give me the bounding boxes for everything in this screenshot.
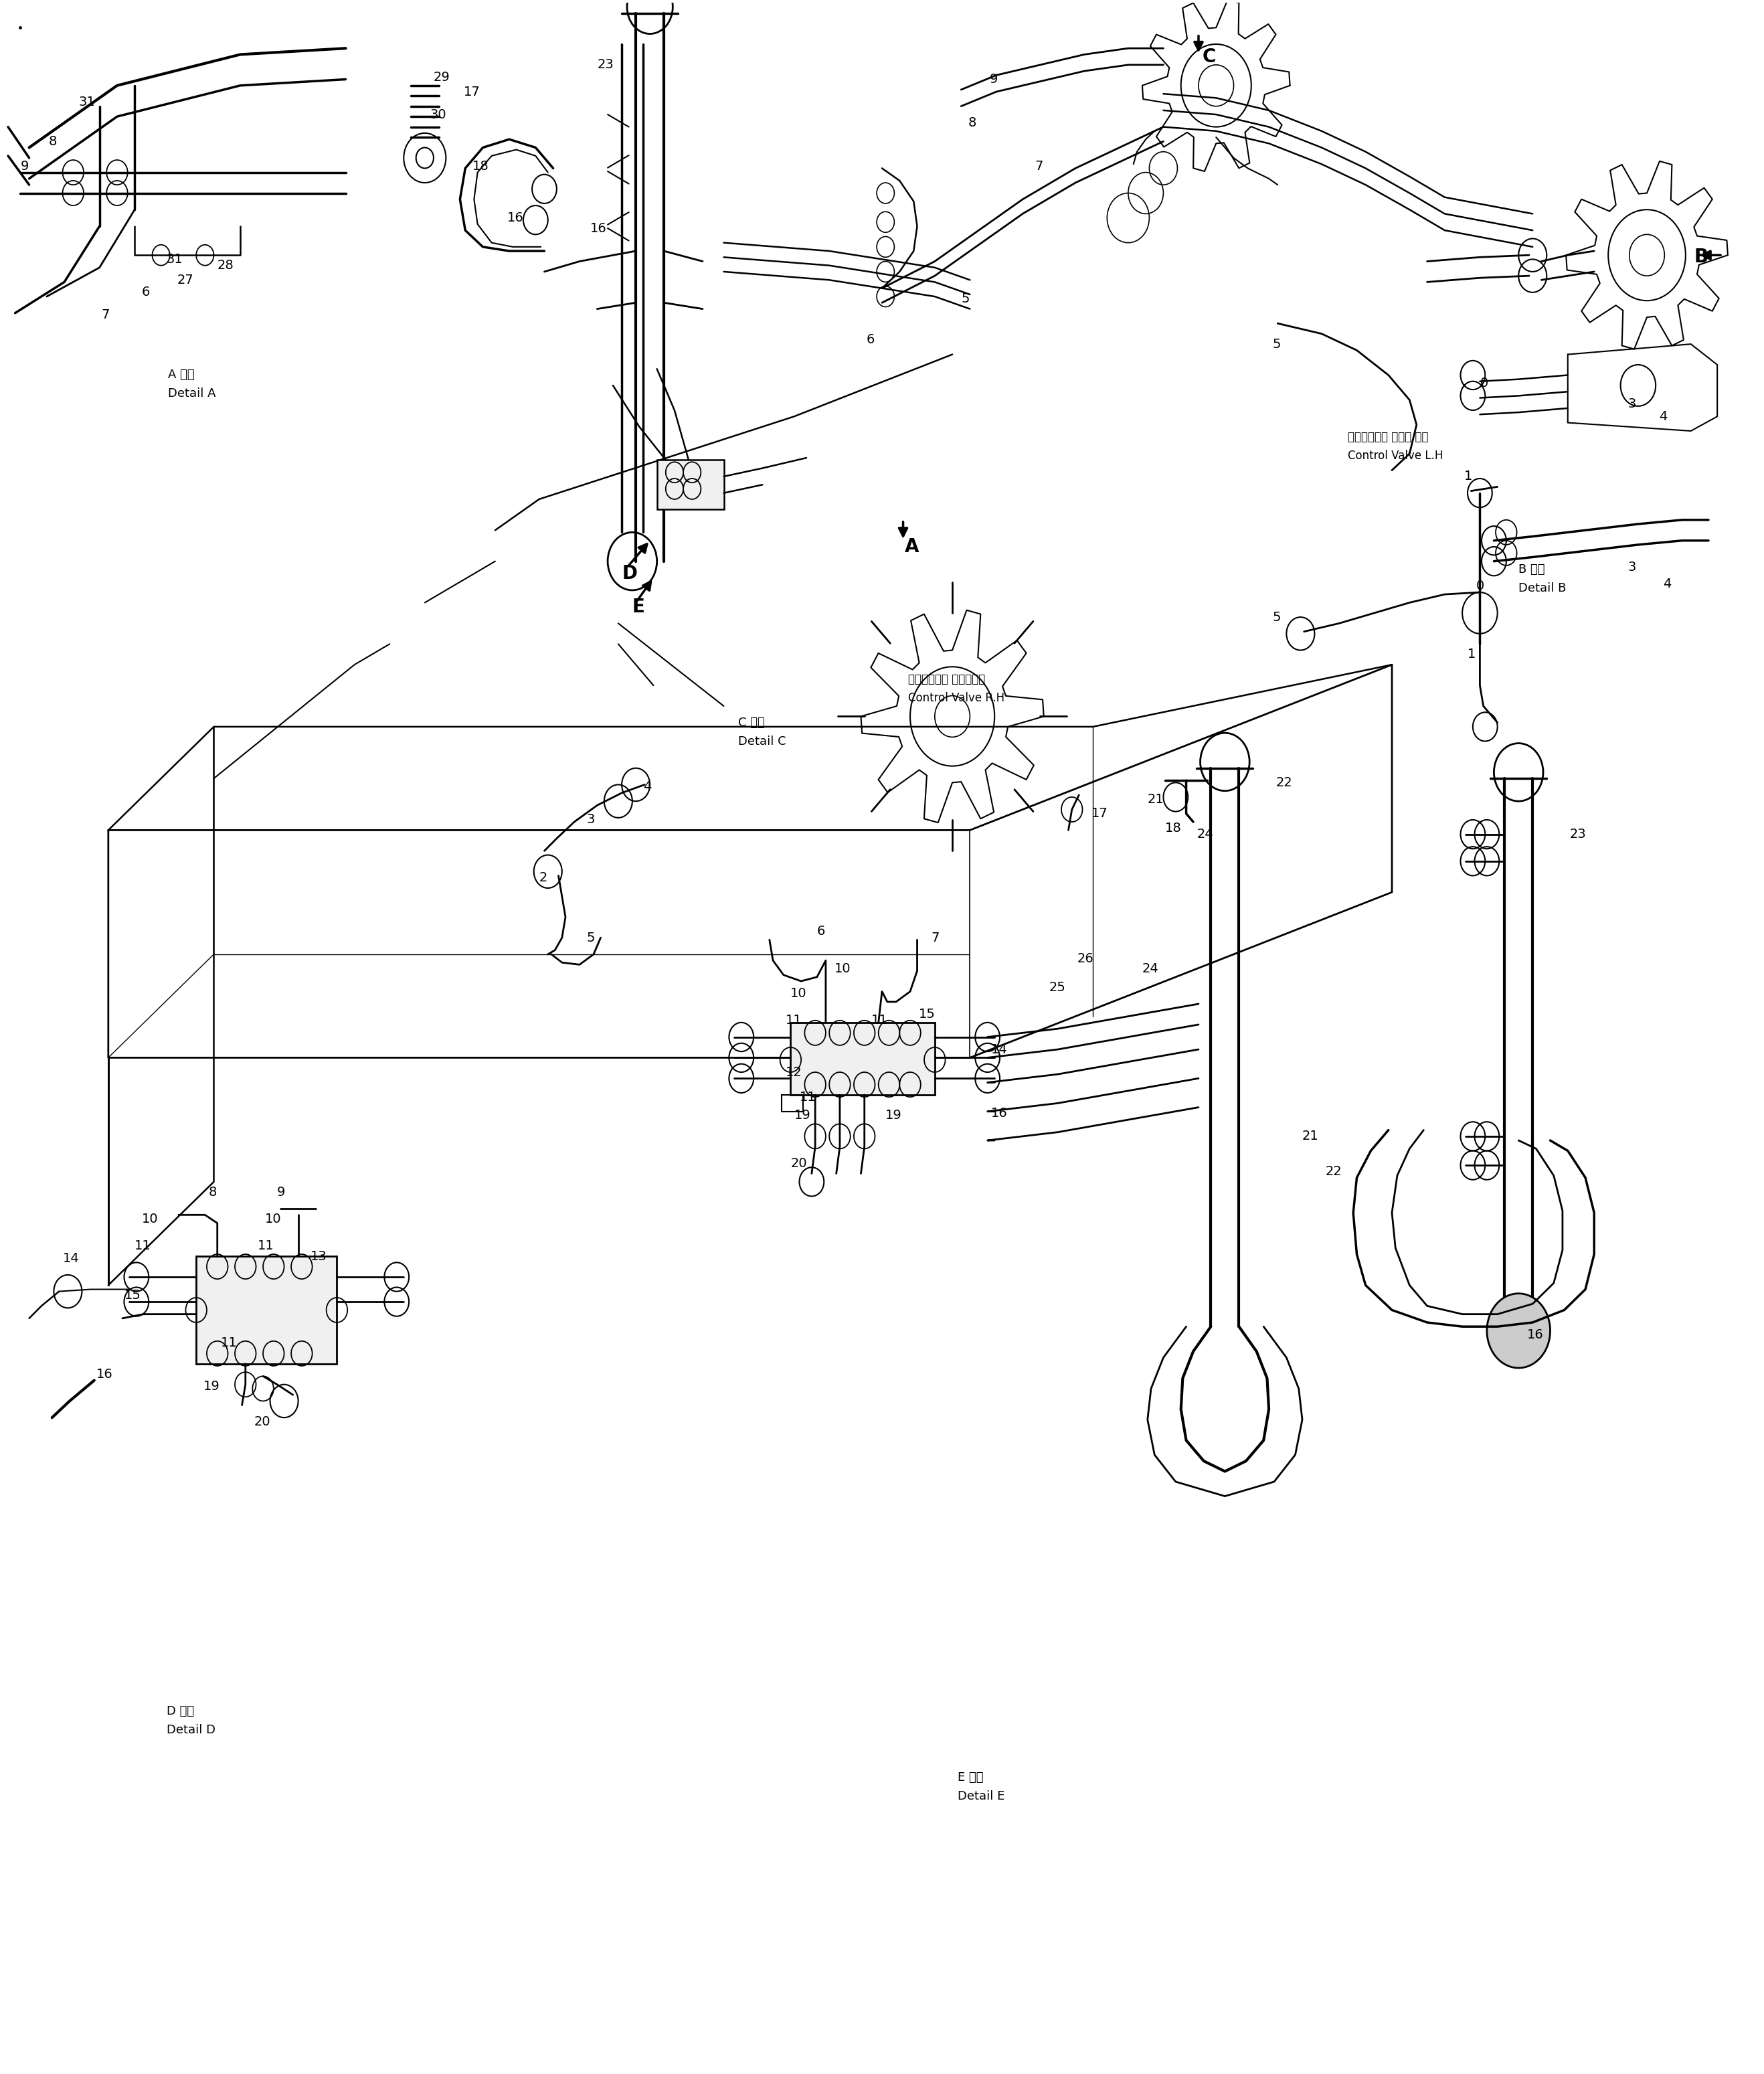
Text: 17: 17 <box>464 85 480 97</box>
Text: Control Valve R.H: Control Valve R.H <box>908 693 1005 703</box>
Text: 11: 11 <box>871 1014 887 1027</box>
Text: 24: 24 <box>1143 962 1159 975</box>
Text: 8: 8 <box>48 135 56 147</box>
Text: Detail A: Detail A <box>168 388 215 400</box>
Text: 6: 6 <box>141 286 150 299</box>
Text: Detail C: Detail C <box>737 734 785 747</box>
Text: E 詳細: E 詳細 <box>958 1771 983 1784</box>
Text: 20: 20 <box>790 1157 808 1170</box>
Text: 16: 16 <box>991 1108 1007 1120</box>
Text: Control Valve L.H: Control Valve L.H <box>1348 450 1443 463</box>
Text: コントロール バルブ右側: コントロール バルブ右側 <box>908 674 986 684</box>
Text: 31: 31 <box>166 253 183 265</box>
Text: 11: 11 <box>785 1014 803 1027</box>
Text: 3: 3 <box>587 813 594 825</box>
Text: 6: 6 <box>866 334 875 346</box>
Text: 15: 15 <box>919 1008 935 1020</box>
Text: 19: 19 <box>203 1379 220 1394</box>
Text: 18: 18 <box>473 160 489 172</box>
Text: 21: 21 <box>1148 792 1164 805</box>
Text: 5: 5 <box>587 931 594 944</box>
Text: 23: 23 <box>598 58 614 71</box>
Text: 16: 16 <box>95 1367 113 1381</box>
Text: 15: 15 <box>123 1290 141 1302</box>
Text: 29: 29 <box>434 71 450 83</box>
Text: 20: 20 <box>254 1414 270 1429</box>
Text: 5: 5 <box>1272 610 1281 624</box>
Text: 4: 4 <box>1663 579 1671 591</box>
Text: コントロール バルブ 左側: コントロール バルブ 左側 <box>1348 431 1429 444</box>
Text: 17: 17 <box>1092 807 1108 819</box>
Text: Detail B: Detail B <box>1519 583 1566 593</box>
Text: 11: 11 <box>134 1240 152 1253</box>
Text: Detail E: Detail E <box>958 1790 1005 1802</box>
Text: 10: 10 <box>790 987 808 1000</box>
Text: 3: 3 <box>1628 398 1635 411</box>
Text: 14: 14 <box>62 1253 79 1265</box>
Bar <box>781 1095 803 1112</box>
Text: 10: 10 <box>834 962 850 975</box>
Circle shape <box>1487 1294 1551 1369</box>
Text: 3: 3 <box>1628 562 1635 574</box>
Text: 7: 7 <box>1035 160 1043 172</box>
Text: 10: 10 <box>141 1213 159 1226</box>
Text: 8: 8 <box>968 116 977 129</box>
Text: 5: 5 <box>1272 338 1281 351</box>
Text: 11: 11 <box>220 1338 238 1350</box>
Text: 16: 16 <box>591 222 607 234</box>
Text: 9: 9 <box>21 160 28 172</box>
Text: C 詳細: C 詳細 <box>737 718 764 728</box>
Text: 24: 24 <box>1196 828 1214 840</box>
Text: 7: 7 <box>101 309 109 321</box>
Text: 22: 22 <box>1325 1166 1342 1178</box>
Text: 28: 28 <box>217 259 235 272</box>
Text: 19: 19 <box>794 1110 811 1122</box>
Text: 8: 8 <box>208 1186 217 1199</box>
Text: 21: 21 <box>1302 1130 1319 1143</box>
Text: 0: 0 <box>1480 377 1489 390</box>
Text: 13: 13 <box>310 1251 326 1263</box>
Text: 2: 2 <box>540 871 547 884</box>
Text: C: C <box>1201 48 1215 66</box>
Text: 26: 26 <box>1078 952 1094 964</box>
Text: 30: 30 <box>430 108 446 120</box>
Text: 14: 14 <box>991 1043 1007 1056</box>
Text: 11: 11 <box>258 1240 275 1253</box>
Text: 4: 4 <box>1660 411 1667 423</box>
Text: 25: 25 <box>1050 981 1065 993</box>
Text: B 詳細: B 詳細 <box>1519 564 1545 577</box>
Text: 9: 9 <box>277 1186 286 1199</box>
Text: D: D <box>621 564 637 583</box>
Text: 5: 5 <box>961 292 970 305</box>
Text: 0: 0 <box>1476 581 1485 593</box>
Text: Detail D: Detail D <box>166 1723 215 1736</box>
Text: 27: 27 <box>176 274 194 286</box>
Text: 31: 31 <box>78 95 95 108</box>
Text: 16: 16 <box>508 212 524 224</box>
Text: E: E <box>632 597 646 616</box>
Text: 7: 7 <box>931 931 940 944</box>
Text: 11: 11 <box>799 1091 817 1103</box>
Text: A 詳細: A 詳細 <box>168 369 194 382</box>
Text: 9: 9 <box>990 73 998 85</box>
Bar <box>196 1257 337 1365</box>
Text: 23: 23 <box>1570 828 1586 840</box>
Text: A: A <box>905 537 919 556</box>
Text: 19: 19 <box>886 1110 901 1122</box>
Bar <box>790 1022 935 1095</box>
Bar <box>656 460 723 510</box>
Text: B: B <box>1695 247 1709 268</box>
Text: 1: 1 <box>1464 471 1473 483</box>
Text: 22: 22 <box>1275 776 1293 788</box>
Text: 16: 16 <box>1528 1329 1544 1342</box>
Text: 1: 1 <box>1468 647 1476 662</box>
Text: 6: 6 <box>817 925 826 937</box>
Text: 12: 12 <box>785 1066 803 1078</box>
Text: 4: 4 <box>642 780 651 792</box>
Text: 10: 10 <box>265 1213 280 1226</box>
Text: 18: 18 <box>1164 821 1182 834</box>
Text: D 詳細: D 詳細 <box>166 1705 194 1717</box>
